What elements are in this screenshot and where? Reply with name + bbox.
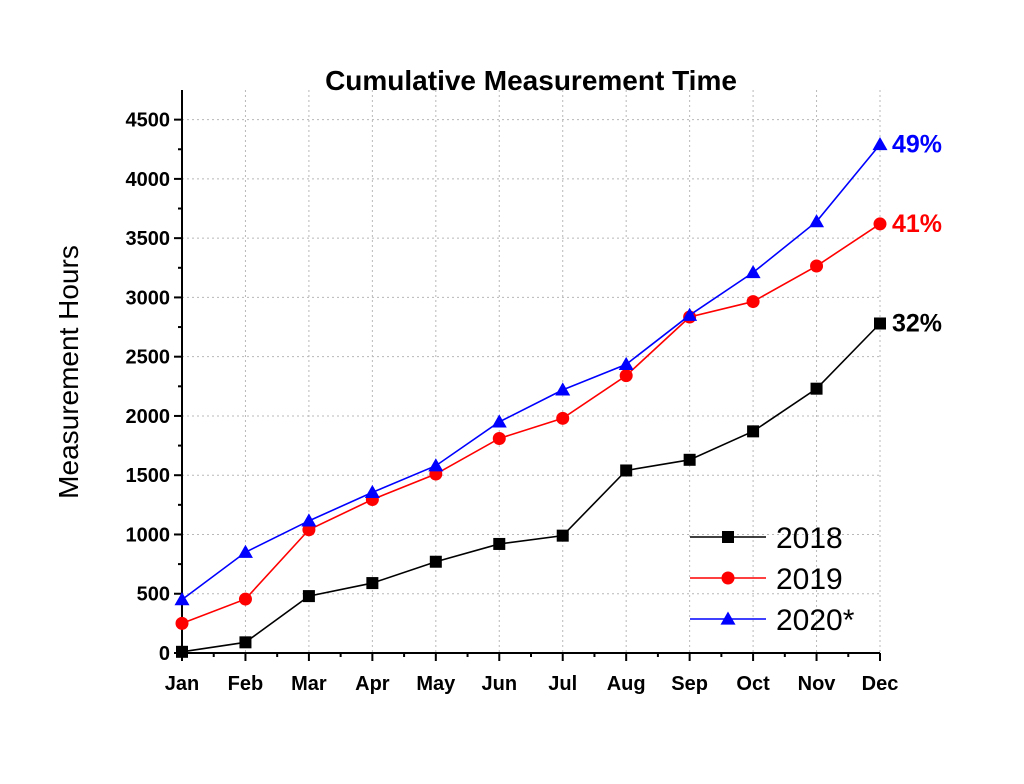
x-tick-label: Feb [228,673,264,695]
grid-lines [182,90,881,653]
data-point-triangle [618,356,634,371]
data-point-triangle [720,611,736,625]
legend-entry: 2020* [690,604,855,637]
y-tick-label: 1000 [126,524,171,546]
data-point-square [556,529,569,542]
y-tick-label: 1500 [126,465,171,487]
data-point-triangle [745,265,761,279]
series-2019 [175,217,887,630]
series-line [181,322,881,653]
y-tick-label: 4000 [126,169,171,191]
x-tick-label: Apr [355,673,390,695]
legend-entry: 2018 [690,522,843,555]
x-tick-label: Nov [798,673,837,695]
data-point-square [620,464,633,477]
y-ticks: 0 500 1000 1500 2000 2500 3000 3500 4000 4500 [126,110,182,665]
legend: 2018 2019 2020* [690,522,855,637]
data-point-triangle [301,513,317,527]
x-tick-label: Jun [481,673,517,695]
data-point-square [302,590,315,603]
x-tick-label: May [416,673,456,695]
data-point-square [429,555,442,568]
data-point-square [747,425,760,438]
series [174,137,888,658]
data-point-square [683,453,696,466]
x-tick-label: Sep [671,673,708,695]
data-point-square [176,645,188,658]
end-labels: 32% 41% 49% [892,131,942,338]
x-tick-label: Jul [548,673,577,695]
x-tick-label: Dec [862,673,899,695]
series-line [181,144,881,601]
data-point-triangle [809,214,825,228]
y-tick-label: 500 [137,584,170,606]
x-tick-label: Mar [291,673,327,695]
data-point-circle [302,523,316,537]
data-point-circle [873,217,887,231]
data-point-square [722,531,734,543]
data-point-triangle [364,484,380,499]
data-point-triangle [872,137,888,151]
data-point-square [239,636,252,649]
legend-label: 2020* [776,604,855,637]
data-point-square [493,537,506,550]
data-point-triangle [491,414,507,428]
data-point-triangle [682,307,698,321]
data-point-triangle [555,382,571,396]
series-end-label: 41% [892,210,942,238]
y-tick-label: 0 [159,643,170,665]
series-line [181,223,881,625]
y-tick-label: 2500 [126,347,171,369]
x-ticks: Jan Feb Mar Apr May Jun Jul Aug Sep Oct Nov Dec [165,653,899,695]
x-tick-label: Oct [736,673,770,695]
data-point-circle [556,411,570,425]
legend-entry: 2019 [690,563,843,596]
series-2020 [174,137,888,606]
data-point-circle [238,592,252,606]
series-end-label: 32% [892,309,942,337]
data-point-triangle [237,544,253,558]
data-point-square [366,577,379,590]
y-tick-label: 3000 [126,287,171,309]
data-point-circle [175,616,189,630]
y-tick-label: 3500 [126,228,171,250]
data-point-square [874,317,886,330]
data-point-circle [492,431,506,445]
series-end-label: 49% [892,131,942,159]
series-2018 [176,317,886,658]
chart-title: Cumulative Measurement Time [325,65,737,96]
x-tick-label: Jan [165,673,199,695]
data-point-circle [721,571,735,585]
data-point-circle [810,259,824,273]
y-tick-label: 2000 [126,406,171,428]
data-point-circle [619,369,633,383]
legend-label: 2018 [776,522,843,555]
data-point-circle [746,295,760,309]
data-point-square [810,382,823,395]
legend-label: 2019 [776,563,843,596]
y-tick-label: 4500 [126,110,171,132]
data-point-triangle [174,592,190,606]
x-tick-label: Aug [607,673,646,695]
y-axis-label: Measurement Hours [53,245,84,499]
data-point-triangle [428,458,444,472]
